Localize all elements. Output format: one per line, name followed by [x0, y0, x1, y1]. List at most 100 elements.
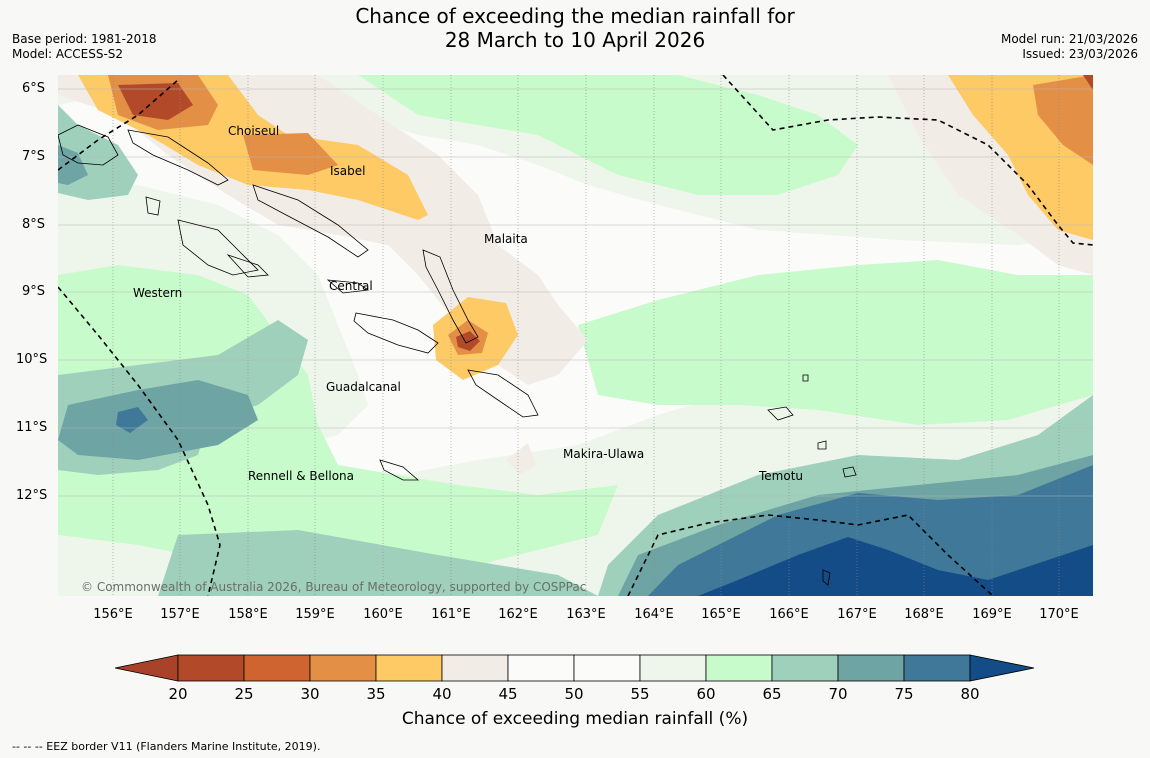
- island-utupua: [817, 440, 827, 450]
- colorbar-tick: 40: [432, 685, 452, 703]
- colorbar-segment: [441, 654, 509, 682]
- island-rennell: [379, 459, 420, 481]
- island-choiseul: [127, 129, 229, 186]
- region-label-choiseul: Choiseul: [228, 124, 279, 138]
- lat-label-6s: 6°S: [22, 81, 46, 96]
- eez-border-northwest: [58, 79, 179, 171]
- colorbar-tick: 75: [894, 685, 914, 703]
- colorbar-tick: 50: [564, 685, 584, 703]
- map-title: Chance of exceeding the median rainfall …: [0, 4, 1150, 52]
- colorbar-segment: [375, 654, 443, 682]
- lon-label-159e: 159°E: [295, 607, 335, 622]
- lat-label-7s: 7°S: [22, 149, 46, 164]
- lat-label-12s: 12°S: [16, 488, 48, 503]
- colorbar-extend-high: [969, 654, 1035, 682]
- lon-label-166e: 166°E: [769, 607, 809, 622]
- region-label-isabel: Isabel: [330, 164, 365, 178]
- contour-75-80-southwest: [116, 407, 148, 433]
- contour-25-30-northeast: [1083, 75, 1093, 90]
- contour-65-70-south: [158, 530, 598, 596]
- lat-label-8s: 8°S: [22, 217, 46, 232]
- colorbar-segment: [243, 654, 311, 682]
- contour-30-35-northeast: [1033, 75, 1093, 165]
- colorbar-tick: 45: [498, 685, 518, 703]
- island-rendova: [226, 254, 269, 278]
- colorbar-segment: [309, 654, 377, 682]
- colorbar-segment: [507, 654, 575, 682]
- island-isabel: [252, 184, 369, 258]
- island-florida: [326, 279, 370, 294]
- lon-label-165e: 165°E: [701, 607, 741, 622]
- issued-date: Issued: 23/03/2026: [1022, 47, 1138, 61]
- colorbar-segment: [837, 654, 905, 682]
- island-reef-islands: [802, 374, 809, 382]
- lon-label-161e: 161°E: [431, 607, 471, 622]
- contour-25-30-north: [118, 83, 193, 120]
- lon-label-157e: 157°E: [160, 607, 200, 622]
- title-line-1: Chance of exceeding the median rainfall …: [355, 4, 795, 28]
- colorbar-segment: [639, 654, 707, 682]
- lon-label-160e: 160°E: [363, 607, 403, 622]
- colorbar-segment: [573, 654, 641, 682]
- rainfall-map: Choiseul Isabel Malaita Western Central …: [58, 75, 1093, 596]
- island-guadalcanal: [353, 312, 439, 354]
- eez-border-south: [627, 514, 994, 596]
- island-santa-cruz: [767, 406, 794, 421]
- colorbar-tick: 25: [234, 685, 254, 703]
- colorbar: [114, 654, 1035, 682]
- contour-above-80: [698, 537, 1093, 596]
- meta-left: Base period: 1981-2018 Model: ACCESS-S2: [12, 32, 157, 62]
- island-new-georgia: [177, 219, 259, 276]
- coastlines: [58, 124, 857, 586]
- contour-60-65-north: [358, 75, 858, 195]
- region-label-makira-ulawa: Makira-Ulawa: [563, 447, 644, 461]
- island-malaita: [422, 249, 479, 344]
- base-period: Base period: 1981-2018: [12, 32, 157, 46]
- contour-75-80-southeast: [648, 465, 1093, 596]
- colorbar-extend-low: [114, 654, 179, 682]
- island-anuta: [822, 569, 831, 586]
- contour-40-45-southeast-patch: [506, 443, 536, 475]
- lat-label-11s: 11°S: [16, 420, 48, 435]
- lon-label-170e: 170°E: [1039, 607, 1079, 622]
- eez-border-west: [58, 286, 221, 596]
- colorbar-segment: [903, 654, 971, 682]
- model-name: Model: ACCESS-S2: [12, 47, 124, 61]
- lon-label-156e: 156°E: [93, 607, 133, 622]
- island-bougainville: [58, 124, 119, 166]
- title-line-2: 28 March to 10 April 2026: [444, 28, 706, 52]
- colorbar-segment: [177, 654, 245, 682]
- colorbar-tick: 35: [366, 685, 386, 703]
- contour-55-60-north: [58, 75, 1093, 245]
- eez-borders: [58, 75, 1093, 596]
- colorbar-tick: 65: [762, 685, 782, 703]
- lon-label-168e: 168°E: [904, 607, 944, 622]
- lon-label-162e: 162°E: [498, 607, 538, 622]
- lat-label-10s: 10°S: [16, 352, 48, 367]
- eez-border-northeast: [722, 75, 1093, 246]
- colorbar-tick: 55: [630, 685, 650, 703]
- colorbar-label: Chance of exceeding median rainfall (%): [401, 709, 749, 729]
- meta-right: Model run: 21/03/2026 Issued: 23/03/2026: [1001, 32, 1138, 62]
- contour-60-65-east: [578, 260, 1093, 425]
- copyright-notice: © Commonwealth of Australia 2026, Bureau…: [81, 580, 586, 594]
- contour-70-75-northwest: [58, 145, 88, 185]
- contour-30-35-isabel: [243, 133, 338, 175]
- contour-70-75-southwest: [58, 380, 258, 460]
- region-label-rennell-bellona: Rennell & Bellona: [248, 469, 354, 483]
- colorbar-tick: 30: [300, 685, 320, 703]
- region-label-malaita: Malaita: [484, 232, 528, 246]
- lon-label-169e: 169°E: [972, 607, 1012, 622]
- region-label-central: Central: [329, 279, 373, 293]
- colorbar-tick: 70: [828, 685, 848, 703]
- colorbar-tick: 80: [960, 685, 980, 703]
- colorbar-segment: [705, 654, 773, 682]
- eez-footnote: -- -- -- EEZ border V11 (Flanders Marine…: [12, 740, 321, 753]
- lon-label-167e: 167°E: [837, 607, 877, 622]
- lat-label-9s: 9°S: [22, 284, 46, 299]
- island-vella-lavella: [145, 196, 161, 216]
- region-label-western: Western: [133, 286, 182, 300]
- colorbar-segment: [771, 654, 839, 682]
- graticule: [58, 75, 1093, 596]
- lon-label-163e: 163°E: [566, 607, 606, 622]
